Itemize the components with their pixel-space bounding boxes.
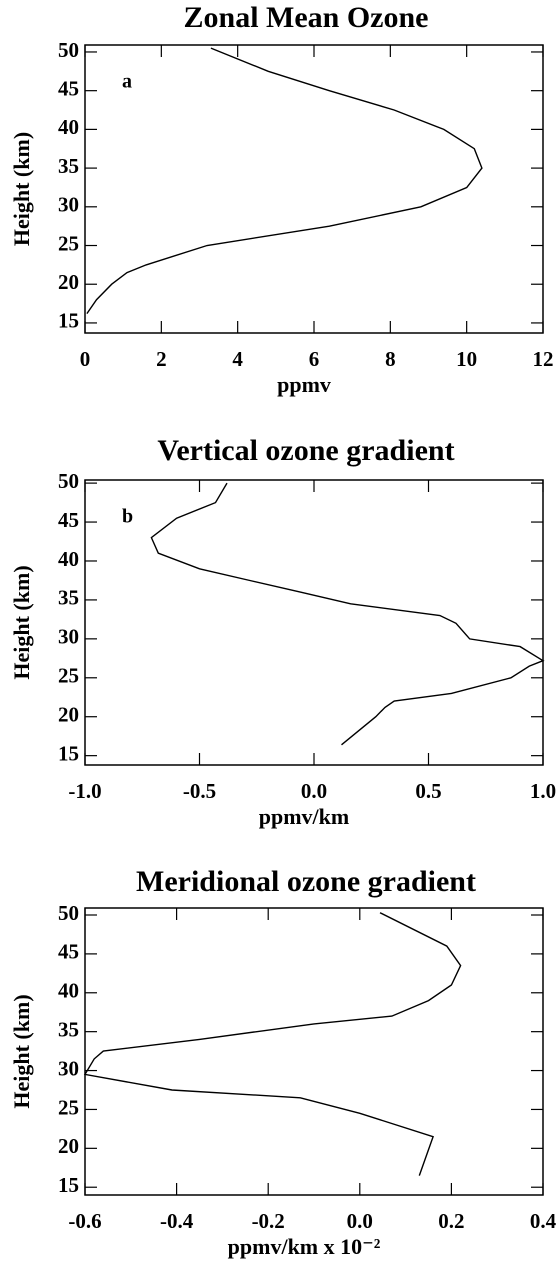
y-tick-label: 30	[58, 625, 79, 649]
x-tick-label: 0.0	[347, 1209, 373, 1233]
y-tick-label: 30	[58, 1056, 79, 1080]
y-tick-label: 35	[58, 1017, 79, 1041]
y-tick-label: 50	[58, 469, 79, 493]
x-axis-label: ppmv/km x 10⁻²	[228, 1234, 381, 1259]
y-tick-label: 25	[58, 664, 79, 688]
x-tick-label: -0.2	[252, 1209, 285, 1233]
y-tick-label: 50	[58, 901, 79, 925]
plot-frame	[84, 44, 544, 334]
y-tick-label: 35	[58, 586, 79, 610]
chart-title: Zonal Mean Ozone	[184, 1, 429, 34]
y-tick-label: 20	[58, 270, 79, 294]
y-tick-label: 35	[58, 154, 79, 178]
x-tick-label: 0.5	[415, 779, 441, 803]
x-tick-label: 4	[232, 347, 243, 371]
y-axis-label: Height (km)	[9, 565, 34, 679]
y-tick-label: 50	[58, 38, 79, 62]
y-tick-label: 40	[58, 979, 79, 1003]
y-tick-label: 15	[58, 741, 79, 765]
x-axis-label: ppmv	[277, 372, 331, 397]
x-tick-label: 0	[80, 347, 91, 371]
x-tick-label: 12	[533, 347, 554, 371]
y-tick-label: 45	[58, 508, 79, 532]
x-tick-label: 1.0	[530, 779, 556, 803]
x-tick-label: 10	[456, 347, 477, 371]
y-tick-label: 45	[58, 940, 79, 964]
y-tick-label: 45	[58, 76, 79, 100]
chart-title: Vertical ozone gradient	[157, 434, 454, 467]
y-tick-label: 40	[58, 547, 79, 571]
y-tick-label: 20	[58, 703, 79, 727]
profile-line	[150, 482, 545, 746]
x-tick-label: 0.4	[530, 1209, 557, 1233]
x-tick-label: 0.0	[301, 779, 327, 803]
y-tick-label: 25	[58, 231, 79, 255]
x-tick-label: -0.5	[183, 779, 216, 803]
x-axis-label: ppmv/km	[259, 804, 349, 829]
y-tick-label: 25	[58, 1095, 79, 1119]
panel-letter: a	[122, 71, 132, 93]
x-tick-label: 8	[385, 347, 396, 371]
plot-frame	[84, 907, 544, 1196]
y-tick-label: 20	[58, 1134, 79, 1158]
y-tick-label: 40	[58, 115, 79, 139]
profile-line	[86, 47, 483, 314]
x-tick-label: 0.2	[438, 1209, 464, 1233]
panel-letter: b	[122, 506, 133, 528]
y-tick-label: 30	[58, 193, 79, 217]
x-tick-label: -0.4	[160, 1209, 194, 1233]
y-tick-label: 15	[58, 309, 79, 333]
plot-frame	[84, 479, 544, 766]
y-tick-label: 15	[58, 1173, 79, 1197]
chart-title: Meridional ozone gradient	[136, 865, 476, 898]
x-tick-label: 2	[156, 347, 167, 371]
x-tick-label: -1.0	[68, 779, 101, 803]
x-tick-label: 6	[309, 347, 320, 371]
y-axis-label: Height (km)	[9, 132, 34, 246]
profile-line	[83, 912, 462, 1176]
y-axis-label: Height (km)	[9, 994, 34, 1108]
x-tick-label: -0.6	[68, 1209, 101, 1233]
